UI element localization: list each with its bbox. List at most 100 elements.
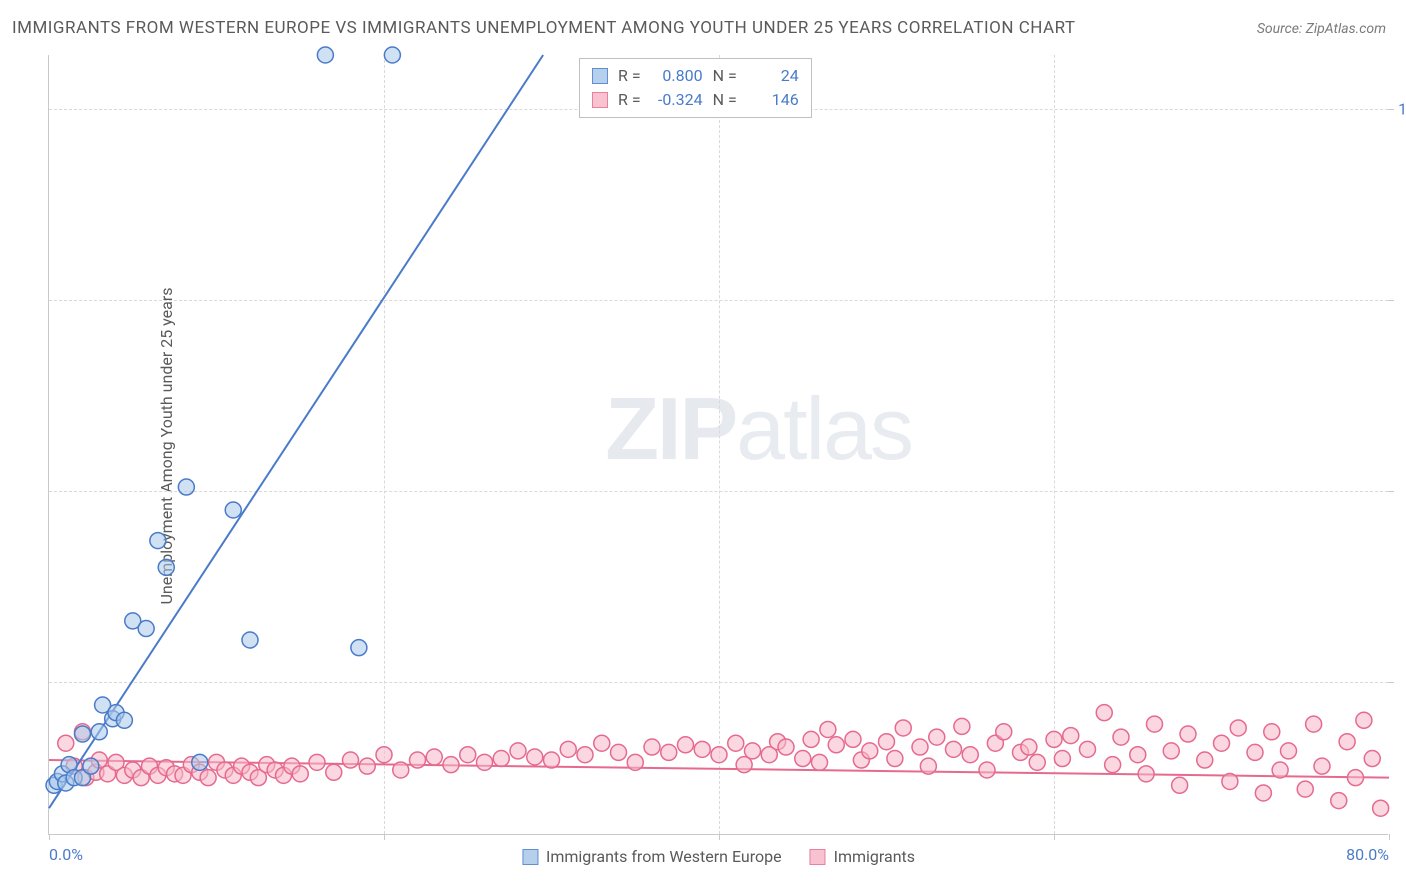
data-point [376, 747, 392, 763]
data-point [150, 533, 166, 549]
data-point [58, 735, 74, 751]
data-point [611, 744, 627, 760]
legend-item-series1: Immigrants from Western Europe [522, 847, 782, 866]
plot-area: ZIPatlas 25.0%50.0%75.0%100.0%0.0%80.0% … [48, 55, 1388, 835]
data-point [393, 762, 409, 778]
data-point [795, 751, 811, 767]
data-point [1147, 716, 1163, 732]
series2-label: Immigrants [834, 847, 915, 866]
scatter-chart [49, 55, 1388, 834]
n-value-series1: 24 [747, 64, 799, 88]
data-point [326, 764, 342, 780]
data-point [577, 747, 593, 763]
data-point [544, 752, 560, 768]
data-point [510, 743, 526, 759]
source-name: ZipAtlas.com [1306, 21, 1386, 37]
data-point [1314, 758, 1330, 774]
data-point [644, 739, 660, 755]
data-point [594, 735, 610, 751]
r-value-series1: 0.800 [651, 64, 703, 88]
data-point [460, 747, 476, 763]
r-value-series2: -0.324 [651, 88, 703, 112]
data-point [912, 739, 928, 755]
data-point [778, 739, 794, 755]
data-point [920, 758, 936, 774]
data-point [138, 621, 154, 637]
n-value-series2: 146 [747, 88, 799, 112]
data-point [812, 754, 828, 770]
series1-label: Immigrants from Western Europe [546, 847, 782, 866]
data-point [728, 735, 744, 751]
legend-row-series1: R = 0.800 N = 24 [592, 64, 799, 88]
data-point [745, 743, 761, 759]
data-point [627, 754, 643, 770]
data-point [527, 749, 543, 765]
data-point [1339, 734, 1355, 750]
x-tick-label: 0.0% [49, 845, 83, 864]
swatch-series1 [592, 68, 608, 84]
data-point [711, 747, 727, 763]
y-tick-label: 100.0% [1395, 99, 1406, 118]
data-point [83, 758, 99, 774]
data-point [384, 47, 400, 63]
data-point [862, 743, 878, 759]
data-point [1163, 743, 1179, 759]
data-point [225, 502, 241, 518]
y-tick-label: 75.0% [1395, 290, 1406, 309]
data-point [443, 757, 459, 773]
data-point [694, 741, 710, 757]
data-point [560, 741, 576, 757]
y-tick-label: 50.0% [1395, 481, 1406, 500]
data-point [979, 762, 995, 778]
data-point [1096, 705, 1112, 721]
data-point [1214, 735, 1230, 751]
data-point [116, 712, 132, 728]
correlation-legend: R = 0.800 N = 24 R = -0.324 N = 146 [579, 58, 812, 118]
data-point [929, 729, 945, 745]
data-point [1364, 751, 1380, 767]
data-point [1197, 752, 1213, 768]
data-point [410, 752, 426, 768]
data-point [292, 766, 308, 782]
data-point [1373, 800, 1389, 816]
data-point [1255, 785, 1271, 801]
data-point [1172, 777, 1188, 793]
data-point [820, 721, 836, 737]
data-point [1348, 770, 1364, 786]
data-point [1331, 793, 1347, 809]
data-point [1247, 744, 1263, 760]
data-point [200, 770, 216, 786]
data-point [1113, 729, 1129, 745]
r-label: R = [618, 64, 641, 88]
y-tick-label: 25.0% [1395, 673, 1406, 692]
data-point [962, 747, 978, 763]
data-point [1054, 751, 1070, 767]
legend-row-series2: R = -0.324 N = 146 [592, 88, 799, 112]
data-point [1281, 743, 1297, 759]
data-point [192, 754, 208, 770]
data-point [1356, 712, 1372, 728]
data-point [1222, 773, 1238, 789]
data-point [1306, 716, 1322, 732]
data-point [879, 734, 895, 750]
data-point [1105, 757, 1121, 773]
data-point [887, 751, 903, 767]
data-point [426, 749, 442, 765]
data-point [1029, 754, 1045, 770]
series-legend: Immigrants from Western Europe Immigrant… [522, 847, 915, 866]
trend-line [49, 55, 543, 808]
data-point [1264, 724, 1280, 740]
swatch-series2-bottom [810, 849, 826, 865]
data-point [351, 640, 367, 656]
data-point [1230, 720, 1246, 736]
data-point [91, 724, 107, 740]
data-point [158, 559, 174, 575]
data-point [343, 752, 359, 768]
data-point [493, 751, 509, 767]
data-point [996, 724, 1012, 740]
data-point [954, 718, 970, 734]
data-point [178, 479, 194, 495]
legend-item-series2: Immigrants [810, 847, 915, 866]
data-point [661, 744, 677, 760]
data-point [242, 632, 258, 648]
